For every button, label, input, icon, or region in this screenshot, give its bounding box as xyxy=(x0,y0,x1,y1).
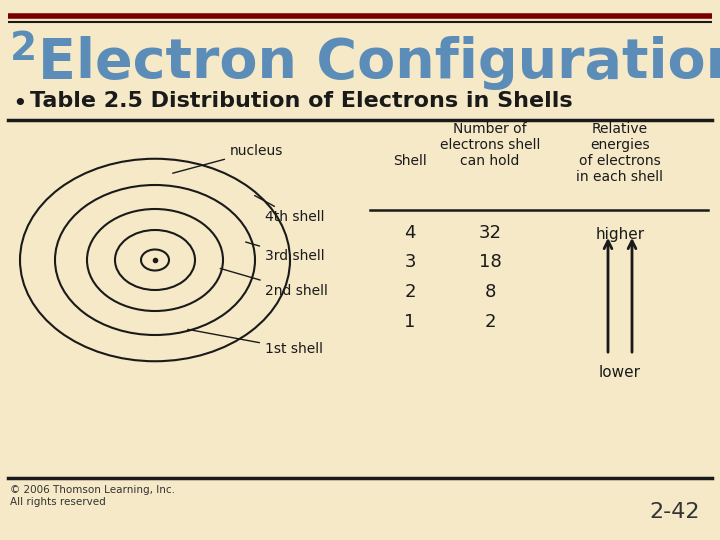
Text: 2: 2 xyxy=(10,30,37,68)
Text: •: • xyxy=(12,92,27,116)
Text: Number of: Number of xyxy=(453,122,527,136)
Text: 1: 1 xyxy=(405,313,415,331)
Text: nucleus: nucleus xyxy=(173,144,284,173)
Text: 8: 8 xyxy=(485,283,495,301)
Text: 2-42: 2-42 xyxy=(649,502,700,522)
Text: in each shell: in each shell xyxy=(577,170,664,184)
Text: Relative: Relative xyxy=(592,122,648,136)
Text: Table 2.5 Distribution of Electrons in Shells: Table 2.5 Distribution of Electrons in S… xyxy=(30,91,572,111)
Text: higher: higher xyxy=(595,227,644,242)
Text: 18: 18 xyxy=(479,253,501,271)
Text: lower: lower xyxy=(599,365,641,380)
Text: energies: energies xyxy=(590,138,650,152)
Text: can hold: can hold xyxy=(460,154,520,168)
Text: 4th shell: 4th shell xyxy=(255,195,325,225)
Text: 3: 3 xyxy=(404,253,415,271)
Text: © 2006 Thomson Learning, Inc.
All rights reserved: © 2006 Thomson Learning, Inc. All rights… xyxy=(10,485,175,507)
Text: 4: 4 xyxy=(404,224,415,242)
Text: 3rd shell: 3rd shell xyxy=(246,242,325,263)
Text: Electron Configuration: Electron Configuration xyxy=(38,36,720,90)
Text: 2nd shell: 2nd shell xyxy=(220,268,328,298)
Text: electrons shell: electrons shell xyxy=(440,138,540,152)
Text: 32: 32 xyxy=(479,224,502,242)
Text: 2: 2 xyxy=(485,313,496,331)
Text: of electrons: of electrons xyxy=(579,154,661,168)
Text: 1st shell: 1st shell xyxy=(188,329,323,356)
Text: 2: 2 xyxy=(404,283,415,301)
Text: Shell: Shell xyxy=(393,154,427,168)
